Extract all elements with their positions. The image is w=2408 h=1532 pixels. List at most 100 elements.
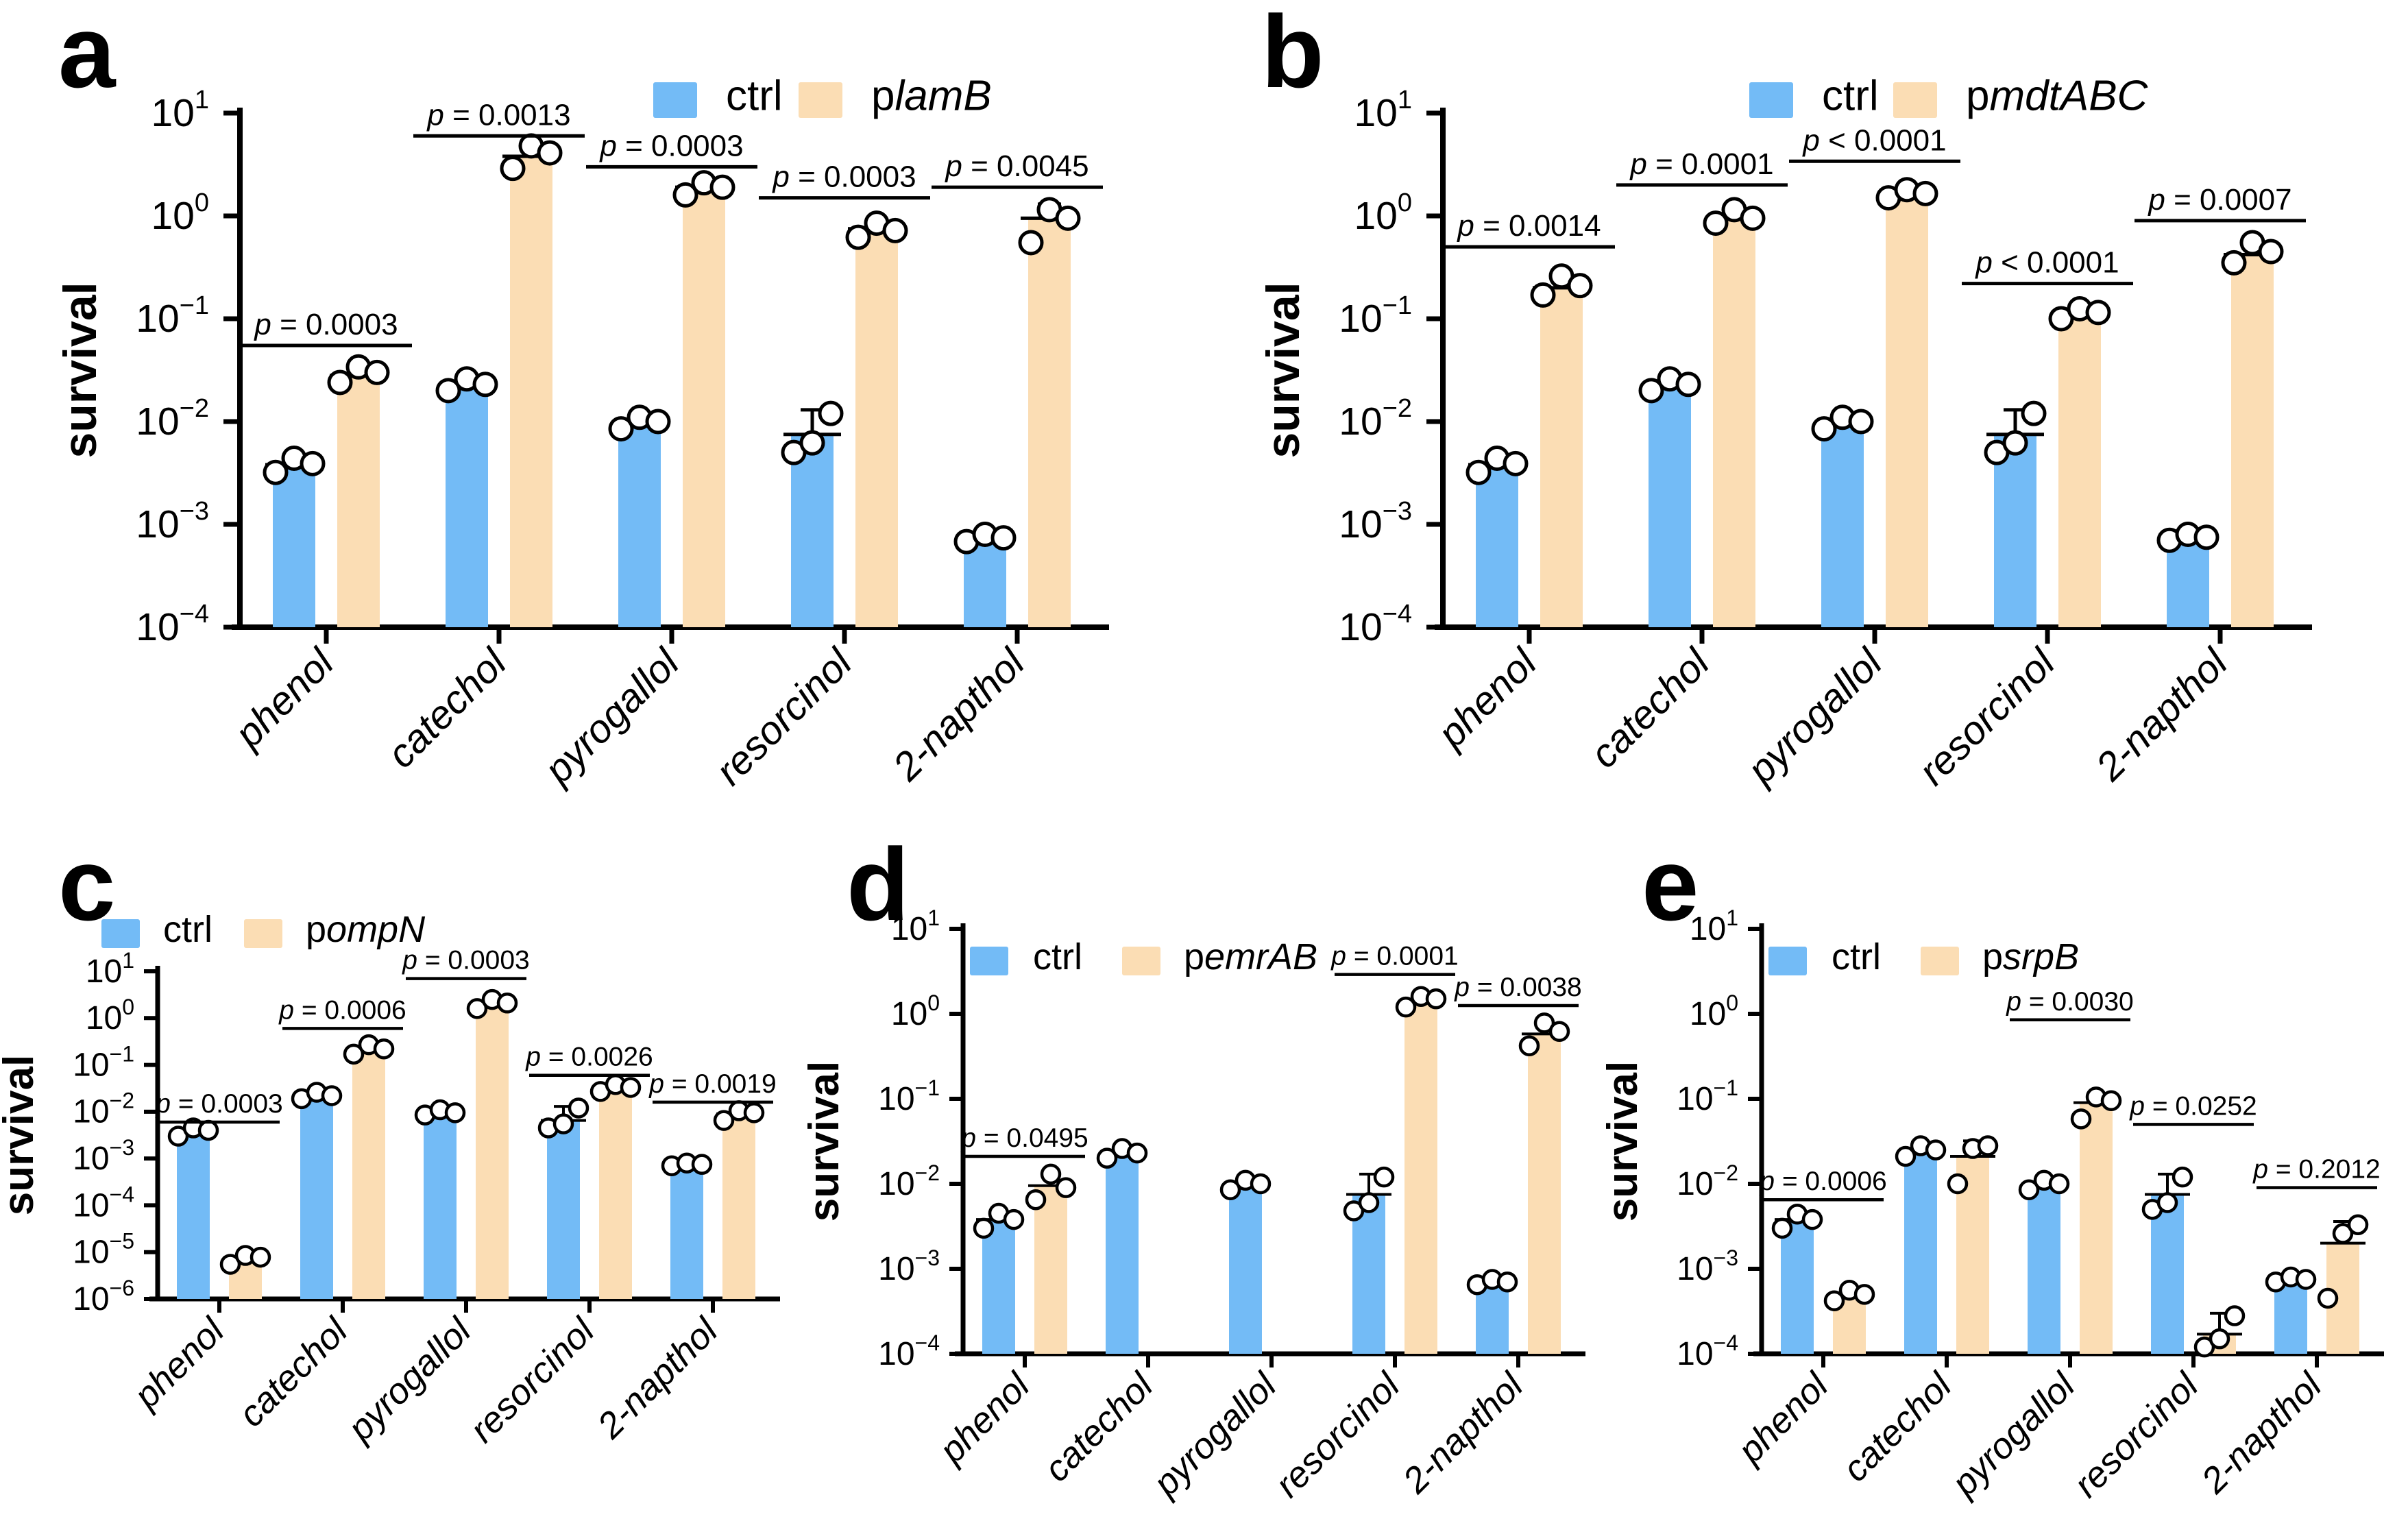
y-axis-title: survival (805, 1061, 848, 1221)
point-treatment-2-napthol (713, 1110, 735, 1131)
bar-ctrl-pyrogallol (1229, 1185, 1262, 1354)
x-tick-label-phenol: phenol (1729, 1365, 1837, 1472)
point-treatment-catechol (537, 140, 563, 166)
panel-letter-a: a (58, 0, 116, 109)
pvalue-label-2-napthol: p = 0.0038 (1454, 973, 1581, 1002)
point-treatment-catechol (1947, 1173, 1969, 1195)
legend-label-treatment: pmdtABC (1966, 73, 2149, 120)
point-treatment-catechol (1740, 205, 1766, 231)
x-tick-label-pyrogallol: pyrogallol (535, 640, 688, 793)
x-tick-label-catechol: catechol (1036, 1365, 1161, 1490)
bar-ctrl-resorcinol (791, 434, 834, 627)
point-ctrl-pyrogallol (1250, 1173, 1272, 1195)
y-tick-label: 10−1 (1677, 1075, 1738, 1117)
y-tick-label: 10−3 (1677, 1245, 1738, 1287)
point-treatment-resorcinol (882, 217, 908, 243)
x-tick-label-phenol: phenol (1428, 640, 1546, 757)
legend-swatch-ctrl (970, 947, 1008, 975)
point-treatment-pyrogallol (1912, 180, 1938, 206)
pvalue-label-phenol: p = 0.0495 (960, 1123, 1088, 1153)
bar-ctrl-phenol (1781, 1219, 1814, 1354)
y-tick-label: 10−2 (878, 1160, 940, 1202)
point-ctrl-2-napthol (1496, 1271, 1518, 1293)
legend-label-ctrl: ctrl (1822, 73, 1879, 120)
x-tick-label-catechol: catechol (1835, 1365, 1960, 1490)
chart-b: 101 100 10−1 10−2 10−3 10−4 survival ctrl pmdtAB… (1241, 0, 2406, 802)
chart-svg-e: 101 100 10−1 10−2 10−3 10−4 survival ctrl psrpB p… (1604, 905, 2384, 1505)
y-tick-label: 100 (86, 995, 134, 1036)
y-tick-label: 10−4 (1339, 600, 1412, 649)
point-treatment-catechol (500, 156, 526, 182)
x-tick-label-resorcinol: resorcinol (1910, 640, 2064, 794)
bar-treatment-2-napthol (1528, 1034, 1561, 1354)
point-ctrl-pyrogallol (2018, 1179, 2040, 1201)
y-tick-label: 100 (151, 189, 209, 238)
pvalue-label-2-napthol: p = 0.0019 (648, 1069, 776, 1099)
point-treatment-resorcinol (620, 1077, 642, 1098)
point-treatment-phenol (1025, 1189, 1047, 1211)
panel-e: 101 100 10−1 10−2 10−3 10−4 survival ctrl psrpB p… (1604, 826, 2408, 1532)
pvalue-label-resorcinol: p = 0.0026 (525, 1043, 653, 1072)
point-ctrl-resorcinol (2021, 400, 2047, 426)
x-tick-label-2-napthol: 2-napthol (884, 640, 1034, 790)
pvalue-label-pyrogallol: p = 0.0003 (402, 946, 529, 975)
point-ctrl-catechol (1638, 378, 1664, 404)
y-tick-label: 10−4 (136, 600, 209, 649)
legend-swatch-ctrl (653, 82, 697, 118)
point-ctrl-resorcinol (1358, 1192, 1380, 1213)
point-treatment-phenol (250, 1246, 271, 1268)
legend-swatch-treatment (1122, 947, 1160, 975)
point-ctrl-catechol (472, 372, 498, 398)
panel-letter-c: c (58, 827, 116, 942)
point-treatment-2-napthol (1518, 1035, 1540, 1056)
y-tick-label: 10−2 (136, 394, 209, 443)
y-tick-label: 101 (1690, 905, 1738, 947)
bar-treatment-catechol (510, 156, 552, 627)
bar-ctrl-resorcinol (2151, 1194, 2184, 1354)
x-tick-label-2-napthol: 2-napthol (2193, 1365, 2331, 1502)
point-ctrl-pyrogallol (1848, 409, 1874, 435)
panel-letter-e: e (1642, 827, 1699, 942)
y-tick-label: 101 (151, 86, 209, 135)
legend-label-treatment: pompN (306, 909, 426, 950)
bar-ctrl-phenol (273, 465, 315, 627)
pvalue-label-pyrogallol: p = 0.0030 (2006, 987, 2133, 1017)
y-tick-label: 10−2 (1339, 394, 1412, 443)
chart-svg-a: 101 100 10−1 10−2 10−3 10−4 survival ctrl plamB p… (54, 73, 1109, 794)
point-treatment-phenol (1853, 1284, 1875, 1305)
x-tick-label-catechol: catechol (378, 640, 515, 777)
bar-ctrl-catechol (300, 1095, 333, 1299)
pvalue-label-catechol: p = 0.0001 (1629, 147, 1773, 181)
point-ctrl-phenol (1466, 459, 1492, 485)
legend-label-ctrl: ctrl (726, 73, 783, 120)
bar-ctrl-2-napthol (2274, 1279, 2307, 1354)
chart-svg-b: 101 100 10−1 10−2 10−3 10−4 survival ctrl pmdtAB… (1257, 73, 2312, 794)
point-ctrl-phenol (1771, 1217, 1793, 1239)
point-ctrl-2-napthol (2193, 524, 2220, 550)
bar-ctrl-catechol (1904, 1151, 1937, 1354)
legend-label-ctrl: ctrl (1832, 936, 1881, 977)
y-tick-label: 101 (86, 948, 134, 990)
point-treatment-pyrogallol (2100, 1090, 2122, 1112)
point-ctrl-phenol (263, 459, 289, 485)
pvalue-label-phenol: p = 0.0003 (155, 1089, 282, 1119)
point-ctrl-resorcinol (568, 1097, 589, 1119)
pvalue-label-resorcinol: p = 0.0252 (2129, 1091, 2257, 1121)
bar-treatment-resorcinol (855, 228, 898, 627)
point-ctrl-phenol (1503, 450, 1529, 476)
y-tick-label: 10−3 (73, 1135, 134, 1177)
bar-ctrl-2-napthol (670, 1164, 703, 1299)
legend-swatch-ctrl (1768, 947, 1807, 975)
point-treatment-2-napthol (2221, 250, 2247, 276)
point-ctrl-phenol (1003, 1208, 1025, 1230)
pvalue-label-resorcinol: p = 0.0003 (771, 160, 916, 194)
point-treatment-catechol (1703, 210, 1729, 236)
bar-ctrl-resorcinol (547, 1120, 580, 1299)
panel-letter-d: d (847, 827, 910, 942)
y-tick-label: 100 (1690, 990, 1738, 1032)
bar-treatment-pyrogallol (1886, 195, 1928, 628)
y-tick-label: 10−6 (73, 1276, 134, 1317)
point-ctrl-catechol (321, 1085, 343, 1106)
point-treatment-2-napthol (1548, 1021, 1570, 1042)
x-tick-label-pyrogallol: pyrogallol (1738, 640, 1891, 793)
